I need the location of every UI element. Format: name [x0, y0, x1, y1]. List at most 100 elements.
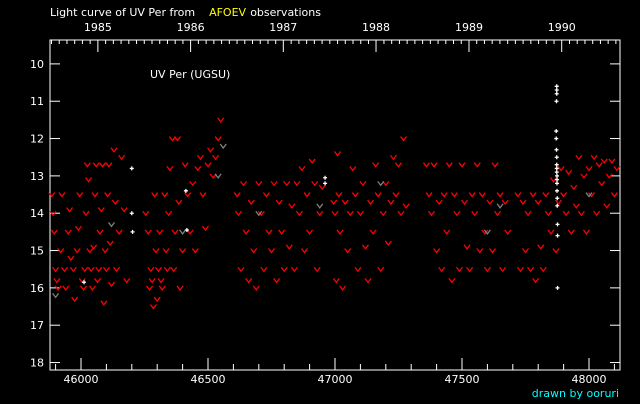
fainter-than-point	[90, 244, 98, 250]
fainter-than-point	[346, 210, 354, 217]
fainter-than-point	[217, 117, 225, 123]
fainter-than-point	[58, 192, 66, 198]
fainter-than-point	[402, 203, 410, 209]
fainter-than-point	[516, 266, 524, 273]
observation-point	[82, 280, 87, 285]
observation-point	[130, 229, 135, 234]
fainter-than-point	[278, 229, 286, 235]
fainter-than-point	[359, 180, 367, 187]
fainter-than-point	[570, 184, 578, 191]
fainter-than-point	[64, 229, 72, 235]
fainter-than-point	[483, 229, 491, 235]
fainter-than-point	[332, 278, 340, 284]
fainter-than-point	[245, 278, 253, 284]
fainter-than-point	[494, 210, 502, 217]
fainter-than-point	[107, 222, 115, 228]
fainter-than-point	[336, 229, 344, 235]
fainter-than-point	[247, 199, 255, 206]
observation-point	[555, 188, 560, 193]
observation-point	[554, 99, 559, 104]
observation-point	[554, 155, 559, 160]
fainter-than-point	[445, 162, 453, 168]
observation-point	[555, 203, 560, 208]
fainter-than-point	[593, 210, 601, 217]
fainter-than-point	[384, 240, 392, 247]
fainter-than-point	[552, 248, 560, 254]
fainter-than-point	[152, 248, 160, 254]
observation-point	[554, 136, 559, 141]
fainter-than-point	[433, 248, 441, 254]
y-tick-label: 13	[30, 170, 44, 183]
observation-point	[554, 162, 559, 167]
fainter-than-point	[149, 304, 157, 310]
fainter-than-point	[168, 136, 176, 142]
fainter-than-point	[102, 266, 110, 273]
fainter-than-point	[196, 154, 204, 161]
fainter-than-point	[308, 158, 316, 165]
fainter-than-point	[481, 229, 489, 235]
fainter-than-point	[595, 162, 603, 168]
fainter-than-point	[613, 166, 621, 172]
fainter-than-point	[173, 136, 182, 142]
fainter-than-point	[608, 158, 616, 165]
fainter-than-point	[91, 192, 99, 198]
y-tick-label: 12	[30, 133, 44, 146]
fainter-than-point	[585, 166, 593, 172]
fainter-than-point	[295, 210, 303, 217]
fainter-than-point	[313, 266, 321, 273]
fainter-than-point	[115, 229, 123, 235]
fainter-than-point	[199, 192, 207, 198]
fainter-than-point	[466, 266, 474, 273]
fainter-than-point	[473, 162, 481, 168]
x-tick-label: 46000	[63, 373, 98, 386]
year-tick-label: 1985	[84, 21, 112, 34]
fainter-than-point	[179, 248, 187, 254]
fainter-than-point	[82, 210, 90, 217]
fainter-than-point	[162, 248, 170, 254]
fainter-than-point	[356, 210, 364, 217]
fainter-than-point	[438, 266, 446, 273]
fainter-than-point	[377, 266, 385, 273]
fainter-than-point	[57, 248, 65, 254]
fainter-than-point	[496, 203, 504, 209]
x-tick-label: 48000	[572, 373, 607, 386]
fainter-than-point	[257, 210, 265, 217]
fainter-than-point	[275, 199, 283, 206]
fainter-than-point	[422, 162, 430, 168]
fainter-than-point	[66, 207, 74, 213]
fainter-than-point	[379, 210, 387, 217]
fainter-than-point	[374, 192, 382, 198]
fainter-than-point	[300, 248, 309, 254]
fainter-than-point	[163, 266, 171, 273]
fainter-than-point	[49, 210, 57, 217]
x-tick-label: 46500	[190, 373, 225, 386]
fainter-than-point	[488, 248, 497, 254]
fainter-than-point	[110, 147, 118, 153]
fainter-than-point	[565, 169, 573, 176]
fainter-than-point	[534, 199, 542, 206]
fainter-than-point	[255, 180, 263, 187]
fainter-than-point	[590, 154, 598, 161]
fainter-than-point	[260, 266, 268, 273]
fainter-than-point	[372, 162, 380, 168]
fainter-than-point	[443, 229, 451, 235]
fainter-than-point	[331, 210, 339, 217]
x-tick-label: 47000	[318, 373, 353, 386]
fainter-than-point	[201, 225, 209, 232]
fainter-than-point	[181, 162, 189, 168]
fainter-than-point	[234, 210, 242, 217]
fainter-than-point	[54, 285, 62, 291]
fainter-than-point	[106, 240, 114, 247]
fainter-than-point	[233, 192, 241, 198]
fainter-than-point	[351, 192, 359, 198]
fainter-than-point	[158, 285, 166, 291]
x-tick-label: 47500	[445, 373, 480, 386]
fainter-than-point	[463, 244, 471, 250]
fainter-than-point	[499, 266, 507, 273]
fainter-than-point	[476, 248, 484, 254]
observation-point	[555, 222, 560, 227]
observation-point	[554, 84, 559, 89]
fainter-than-point	[100, 300, 108, 306]
fainter-than-point	[542, 192, 550, 198]
